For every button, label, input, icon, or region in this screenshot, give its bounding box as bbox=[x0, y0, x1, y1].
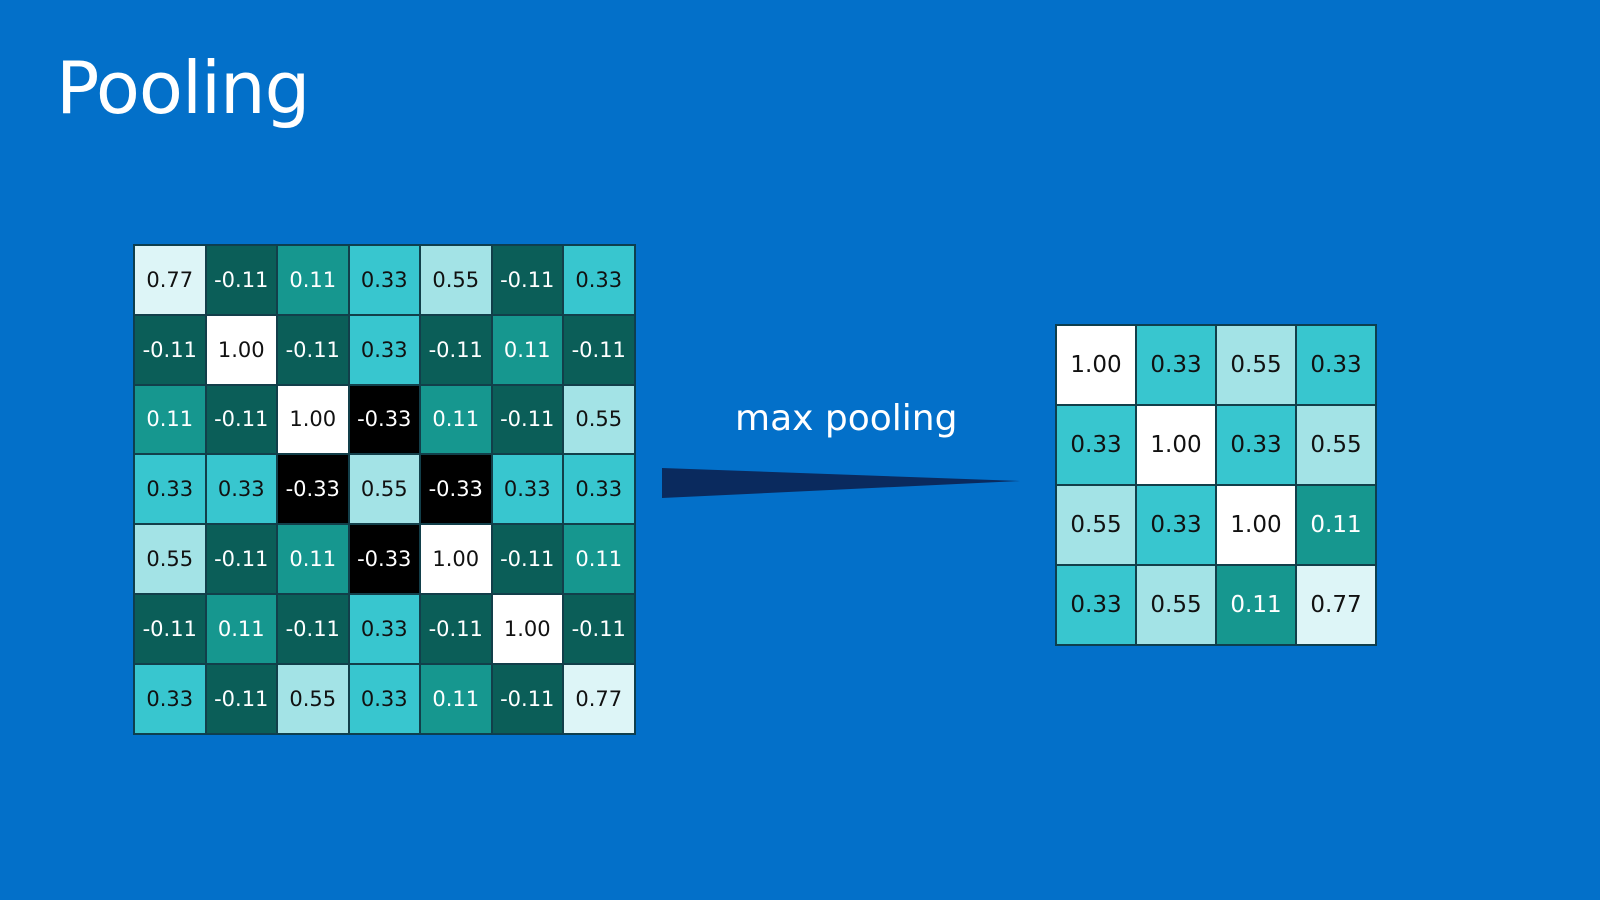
input-matrix-cell: -0.11 bbox=[277, 593, 349, 664]
input-matrix-cell: 0.55 bbox=[134, 524, 206, 594]
input-matrix-cell: 0.33 bbox=[348, 245, 420, 315]
input-matrix-cell: 0.11 bbox=[134, 384, 206, 455]
input-matrix-cell: 0.55 bbox=[348, 454, 420, 525]
output-matrix-cell: 1.00 bbox=[1216, 485, 1296, 565]
input-matrix-cell: 0.33 bbox=[348, 663, 420, 734]
input-matrix-cell: 1.00 bbox=[277, 384, 349, 455]
input-matrix-cell: -0.11 bbox=[491, 384, 563, 455]
input-matrix-cell: -0.11 bbox=[134, 593, 206, 664]
input-matrix-cell: 0.11 bbox=[420, 663, 492, 734]
output-matrix-cell: 1.00 bbox=[1136, 405, 1216, 485]
input-matrix-cell: 0.55 bbox=[563, 384, 635, 455]
input-matrix-cell: 0.33 bbox=[348, 314, 420, 385]
input-matrix-cell: 0.11 bbox=[563, 524, 635, 594]
output-matrix-cell: 0.33 bbox=[1136, 325, 1216, 405]
input-matrix-cell: -0.33 bbox=[348, 384, 420, 455]
arrow-wedge bbox=[662, 468, 1020, 498]
input-matrix-cell: -0.33 bbox=[420, 454, 492, 525]
input-matrix-cell: -0.11 bbox=[563, 314, 635, 385]
input-matrix-cell: 0.33 bbox=[491, 454, 563, 525]
input-matrix-cell: 0.33 bbox=[134, 454, 206, 525]
input-matrix-cell: -0.33 bbox=[348, 524, 420, 594]
output-matrix-cell: 0.55 bbox=[1216, 325, 1296, 405]
output-matrix-cell: 0.77 bbox=[1296, 565, 1376, 645]
input-matrix-cell: 0.55 bbox=[420, 245, 492, 315]
input-matrix-cell: 0.33 bbox=[348, 593, 420, 664]
output-matrix-cell: 0.11 bbox=[1216, 565, 1296, 645]
input-matrix-cell: 0.11 bbox=[491, 314, 563, 385]
input-matrix-cell: 0.11 bbox=[277, 524, 349, 594]
input-matrix-cell: 1.00 bbox=[491, 593, 563, 664]
output-matrix-cell: 0.33 bbox=[1296, 325, 1376, 405]
input-matrix-cell: 1.00 bbox=[205, 314, 277, 385]
arrow-right-icon bbox=[662, 468, 1020, 498]
input-matrix-cell: 0.11 bbox=[277, 245, 349, 315]
input-matrix-cell: -0.11 bbox=[205, 524, 277, 594]
output-matrix-cell: 0.55 bbox=[1056, 485, 1136, 565]
output-matrix-cell: 0.55 bbox=[1136, 565, 1216, 645]
input-matrix-cell: 0.55 bbox=[277, 663, 349, 734]
input-matrix-cell: 1.00 bbox=[420, 524, 492, 594]
input-matrix-cell: -0.11 bbox=[420, 593, 492, 664]
input-matrix-cell: 0.33 bbox=[134, 663, 206, 734]
input-matrix-cell: -0.11 bbox=[205, 384, 277, 455]
input-matrix: 0.77 -0.11 0.11 0.33 0.55 -0.11 0.33 -0.11 1.00-… bbox=[133, 244, 636, 735]
input-matrix-cell: -0.11 bbox=[491, 245, 563, 315]
output-matrix-cell: 0.11 bbox=[1296, 485, 1376, 565]
max-pooling-label: max pooling bbox=[735, 398, 958, 439]
input-matrix-cell: -0.11 bbox=[134, 314, 206, 385]
output-matrix-cell: 1.00 bbox=[1056, 325, 1136, 405]
input-matrix-cell: 0.11 bbox=[205, 593, 277, 664]
input-matrix-cell: 0.11 bbox=[420, 384, 492, 455]
output-matrix-cell: 0.33 bbox=[1056, 405, 1136, 485]
input-matrix-cell: -0.33 bbox=[277, 454, 349, 525]
input-matrix-cell: 0.77 bbox=[563, 663, 635, 734]
input-matrix-cell: -0.11 bbox=[277, 314, 349, 385]
slide-title: Pooling bbox=[56, 46, 310, 130]
input-matrix-cell: -0.11 bbox=[491, 524, 563, 594]
input-matrix-cell: 0.33 bbox=[563, 454, 635, 525]
output-matrix-cell: 0.55 bbox=[1296, 405, 1376, 485]
input-matrix-cell: -0.11 bbox=[420, 314, 492, 385]
input-matrix-cell: -0.11 bbox=[563, 593, 635, 664]
input-matrix-cell: 0.33 bbox=[205, 454, 277, 525]
input-matrix-cell: -0.11 bbox=[491, 663, 563, 734]
output-matrix: 1.00 0.33 0.55 0.33 0.33 1.00 0.33 0.55 0.55 0.33… bbox=[1055, 324, 1377, 646]
output-matrix-cell: 0.33 bbox=[1136, 485, 1216, 565]
input-matrix-cell: -0.11 bbox=[205, 245, 277, 315]
output-matrix-cell: 0.33 bbox=[1216, 405, 1296, 485]
input-matrix-cell: -0.11 bbox=[205, 663, 277, 734]
input-matrix-cell: 0.33 bbox=[563, 245, 635, 315]
output-matrix-cell: 0.33 bbox=[1056, 565, 1136, 645]
input-matrix-cell: 0.77 bbox=[134, 245, 206, 315]
